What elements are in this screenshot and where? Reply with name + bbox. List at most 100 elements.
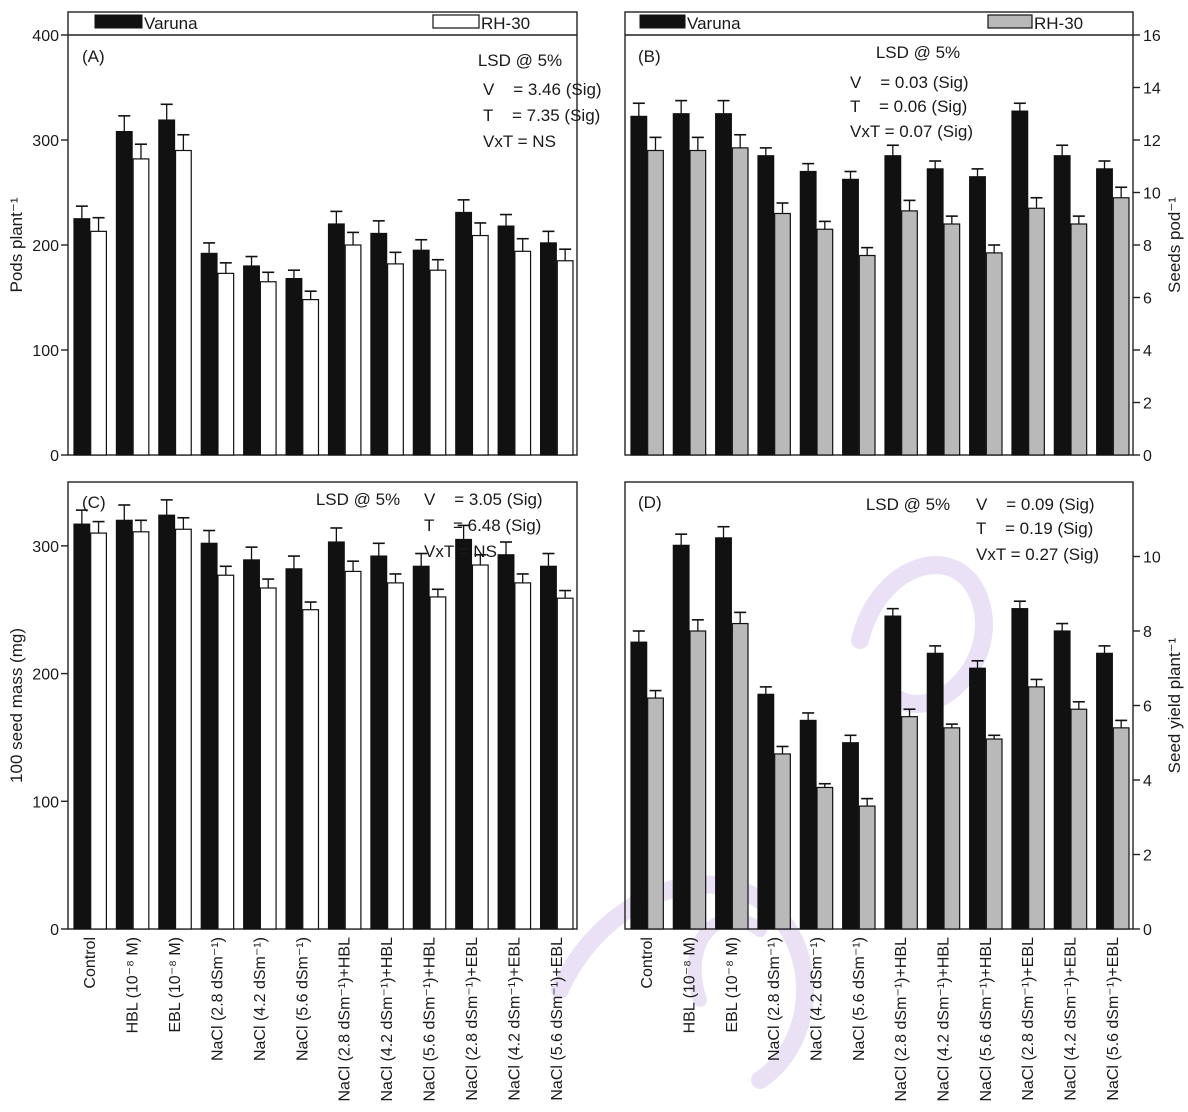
x-category-label: NaCl (2.8 dSm⁻¹)+HBL [337,937,354,1102]
panel-label: (A) [82,47,105,66]
bar-varuna [327,223,345,456]
plot-frame [67,11,578,456]
bar-rh30 [774,212,791,456]
bar-rh30 [259,587,277,930]
bar-varuna [73,218,91,456]
bar-rh30 [943,223,961,456]
x-category-label: NaCl (4.2 dSm⁻¹)+HBL [379,937,396,1102]
bar-rh30 [901,210,918,456]
y-tick-label: 200 [32,667,59,684]
legend-label-rh30: RH-30 [1034,14,1083,33]
lsd-annotation: LSD @ 5% [876,43,960,62]
bar-varuna [285,568,303,930]
bar-rh30 [1070,708,1088,930]
bar-varuna [1011,608,1029,930]
x-category-label: NaCl (2.8 dSm⁻¹)+EBL [464,937,481,1101]
y-axis-label: Seed yield plant⁻¹ [1165,637,1184,773]
lsd-annotation: V = 3.46 (Sig) [483,80,602,99]
bar-varuna [672,544,690,930]
plot-frame [67,481,578,930]
lsd-annotation: V = 0.03 (Sig) [850,73,969,92]
y-tick-label: 0 [50,448,59,465]
y-tick-label: 100 [32,343,59,360]
bar-rh30 [344,570,362,930]
bar-varuna [243,265,260,456]
bar-varuna [884,155,902,456]
bar-rh30 [429,269,447,456]
y-tick-label: 16 [1143,28,1161,45]
bar-varuna [1096,168,1113,456]
bar-rh30 [1112,727,1130,930]
bar-varuna [370,555,388,930]
plot-frame [624,11,1134,456]
bar-varuna [926,652,944,930]
bar-varuna [884,615,902,930]
y-tick-label: 8 [1143,624,1152,641]
bar-varuna [285,278,303,456]
bar-rh30 [816,228,834,456]
bar-rh30 [731,147,749,456]
bar-rh30 [471,234,489,456]
y-tick-label: 2 [1143,848,1152,865]
bar-varuna [539,565,557,930]
bar-rh30 [647,697,664,930]
bar-varuna [799,170,817,456]
bar-varuna [370,232,388,456]
panel-label: (B) [638,47,661,66]
lsd-annotation: VxT = 0.27 (Sig) [976,545,1099,564]
x-category-label: Control [82,937,99,989]
lsd-annotation: LSD @ 5% [316,490,400,509]
bar-rh30 [132,531,150,930]
x-category-label: NaCl (4.2 dSm⁻¹)+EBL [1063,937,1080,1101]
lsd-annotation: VxT = NS [483,132,556,151]
bar-rh30 [217,272,235,456]
bar-varuna [243,559,260,930]
legend-label-varuna: Varuna [687,14,741,33]
bar-varuna [497,225,515,456]
bar-rh30 [514,250,532,456]
lsd-annotation: LSD @ 5% [478,51,562,70]
bar-rh30 [90,532,108,930]
bar-rh30 [302,299,320,456]
y-axis-label: Seeds pod⁻¹ [1165,197,1184,293]
bar-rh30 [858,254,876,456]
x-category-label: NaCl (5.6 dSm⁻¹) [851,937,868,1061]
panel-label: (D) [638,493,662,512]
x-category-label: HBL (10⁻⁸ M) [682,937,699,1033]
y-tick-label: 14 [1143,81,1161,98]
bar-rh30 [556,260,574,456]
bar-rh30 [689,630,707,930]
bar-rh30 [174,528,192,930]
bar-varuna [115,131,133,456]
bar-varuna [200,542,218,930]
bar-varuna [455,211,473,456]
x-category-label: NaCl (5.6 dSm⁻¹)+HBL [422,937,439,1102]
y-tick-label: 0 [1143,448,1152,465]
bar-rh30 [90,230,108,456]
y-tick-label: 12 [1143,133,1161,150]
bar-varuna [715,537,732,930]
y-tick-label: 4 [1143,773,1152,790]
bar-varuna [1053,155,1071,456]
bar-varuna [799,719,817,930]
bar-varuna [412,565,430,930]
x-category-label: NaCl (2.8 dSm⁻¹)+HBL [893,937,910,1102]
bar-varuna [327,541,345,930]
bar-rh30 [217,574,235,930]
x-category-label: NaCl (4.2 dSm⁻¹) [809,937,826,1061]
panel-label: (C) [82,493,106,512]
bar-varuna [455,538,473,930]
bar-varuna [1053,630,1071,930]
y-tick-label: 10 [1143,186,1161,203]
bar-varuna [757,155,775,456]
bar-rh30 [514,582,532,930]
x-category-label: NaCl (4.2 dSm⁻¹)+EBL [506,937,523,1101]
bar-rh30 [943,727,961,930]
bar-varuna [757,693,775,930]
bar-varuna [539,242,557,456]
bar-rh30 [1028,207,1045,456]
lsd-annotation: VxT = NS [424,542,497,561]
bar-varuna [672,113,690,456]
bar-varuna [158,119,176,456]
